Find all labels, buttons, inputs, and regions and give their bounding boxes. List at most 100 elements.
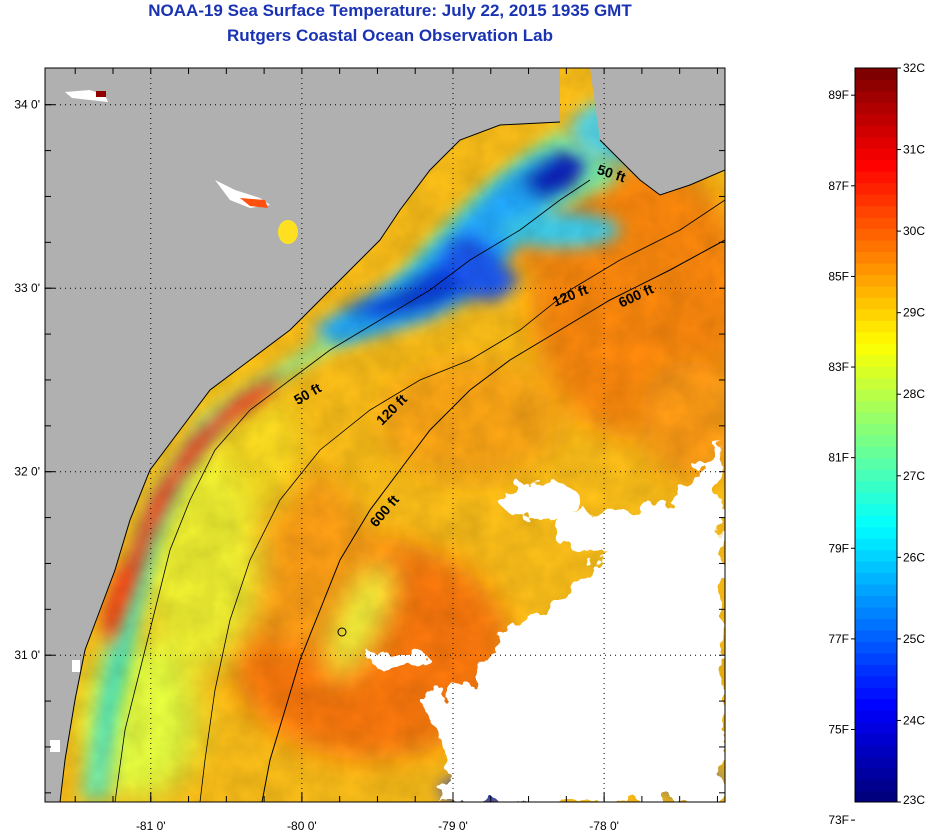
colorbar-swatch [855, 159, 897, 172]
y-tick-label: 33 0' [14, 281, 40, 295]
colorbar-swatch [855, 102, 897, 115]
colorbar-swatch [855, 366, 897, 379]
colorbar-swatch [855, 68, 897, 80]
colorbar-swatch [855, 90, 897, 103]
colorbar-swatch [855, 561, 897, 574]
colorbar-swatch [855, 779, 897, 792]
fahrenheit-label: 81F [828, 451, 849, 465]
celsius-label: 24C [903, 713, 925, 727]
colorbar-swatch [855, 698, 897, 711]
colorbar-swatch [855, 205, 897, 218]
celsius-label: 25C [903, 632, 925, 646]
colorbar-swatch [855, 125, 897, 138]
colorbar-swatch [855, 148, 897, 161]
fahrenheit-label: 87F [828, 179, 849, 193]
colorbar-swatch [855, 641, 897, 654]
y-tick-label: 31 0' [14, 648, 40, 662]
colorbar-swatch [855, 492, 897, 505]
colorbar-swatch [855, 274, 897, 287]
graticule [45, 68, 725, 802]
x-tick-label: -78 0' [589, 819, 619, 832]
colorbar-swatch [855, 618, 897, 631]
fahrenheit-label: 83F [828, 360, 849, 374]
colorbar-swatch [855, 607, 897, 619]
colorbar-swatch [855, 756, 897, 769]
map-title: NOAA-19 Sea Surface Temperature: July 22… [148, 1, 632, 20]
colorbar-swatch [855, 136, 897, 149]
colorbar-swatch [855, 572, 897, 585]
colorbar-swatch [855, 664, 897, 677]
colorbar-swatch [855, 687, 897, 700]
colorbar-swatch [855, 744, 897, 757]
colorbar-swatch [855, 710, 897, 723]
colorbar-swatch [855, 400, 897, 413]
y-tick-label: 34 0' [14, 98, 40, 112]
colorbar-swatch [855, 629, 897, 642]
colorbar-swatch [855, 526, 897, 539]
colorbar-swatch [855, 308, 897, 321]
x-tick-label: -79 0' [438, 819, 468, 832]
colorbar-swatch [855, 549, 897, 562]
colorbar-swatch [855, 251, 897, 264]
colorbar-swatch [855, 228, 897, 241]
celsius-label: 23C [903, 793, 925, 807]
colorbar-swatch [855, 240, 897, 252]
colorbar-swatch [855, 446, 897, 459]
fahrenheit-label: 75F [828, 723, 849, 737]
map-axes: -81 0' -80 0' -79 0' -78 0' 34 0' 33 0' 32 0' 3… [14, 68, 725, 832]
colorbar-swatch [855, 171, 897, 184]
colorbar-swatch [855, 285, 897, 298]
colorbar-swatch [855, 262, 897, 275]
colorbar-swatch [855, 733, 897, 746]
colorbar-swatch [855, 354, 897, 367]
colorbar-swatch [855, 469, 897, 482]
colorbar-swatch [855, 331, 897, 344]
celsius-label: 26C [903, 550, 925, 564]
colorbar-swatch [855, 182, 897, 195]
colorbar-swatch [855, 767, 897, 780]
colorbar-swatch [855, 652, 897, 665]
colorbar-swatch [855, 595, 897, 608]
colorbar-swatch [855, 113, 897, 126]
y-tick-label: 32 0' [14, 465, 40, 479]
x-tick-label: -80 0' [287, 819, 317, 832]
colorbar-swatch [855, 194, 897, 207]
celsius-label: 31C [903, 143, 925, 157]
colorbar-swatch [855, 790, 897, 803]
colorbar-swatch [855, 217, 897, 230]
fahrenheit-label: 77F [828, 632, 849, 646]
colorbar-swatch [855, 515, 897, 528]
map-subtitle: Rutgers Coastal Ocean Observation Lab [227, 26, 553, 45]
x-tick-label: -81 0' [136, 819, 166, 832]
colorbar-swatch [855, 457, 897, 470]
sst-field [45, 68, 725, 802]
fahrenheit-label: 85F [828, 269, 849, 283]
land-mass [45, 68, 560, 802]
colorbar-swatch [855, 435, 897, 447]
celsius-label: 27C [903, 469, 925, 483]
colorbar-swatch [855, 389, 897, 402]
colorbar-swatch [855, 538, 897, 551]
celsius-label: 30C [903, 224, 925, 238]
colorbar-swatch [855, 377, 897, 390]
colorbar-frame [854, 67, 898, 803]
map-frame [44, 67, 726, 803]
colorbar-swatch [855, 423, 897, 436]
colorbar-swatch [855, 503, 897, 516]
celsius-label: 29C [903, 306, 925, 320]
colorbar-swatch [855, 721, 897, 734]
colorbar-swatch [855, 584, 897, 597]
celsius-label: 32C [903, 61, 925, 75]
colorbar-swatch [855, 480, 897, 493]
fahrenheit-label: 73F [828, 813, 849, 827]
colorbar-swatch [855, 343, 897, 356]
colorbar-swatch [855, 675, 897, 688]
celsius-label: 28C [903, 387, 925, 401]
fahrenheit-label: 89F [828, 88, 849, 102]
colorbar-swatch [855, 297, 897, 310]
colorbar-swatch [855, 320, 897, 333]
colorbar-swatch [855, 412, 897, 425]
colorbar-swatch [855, 79, 897, 92]
